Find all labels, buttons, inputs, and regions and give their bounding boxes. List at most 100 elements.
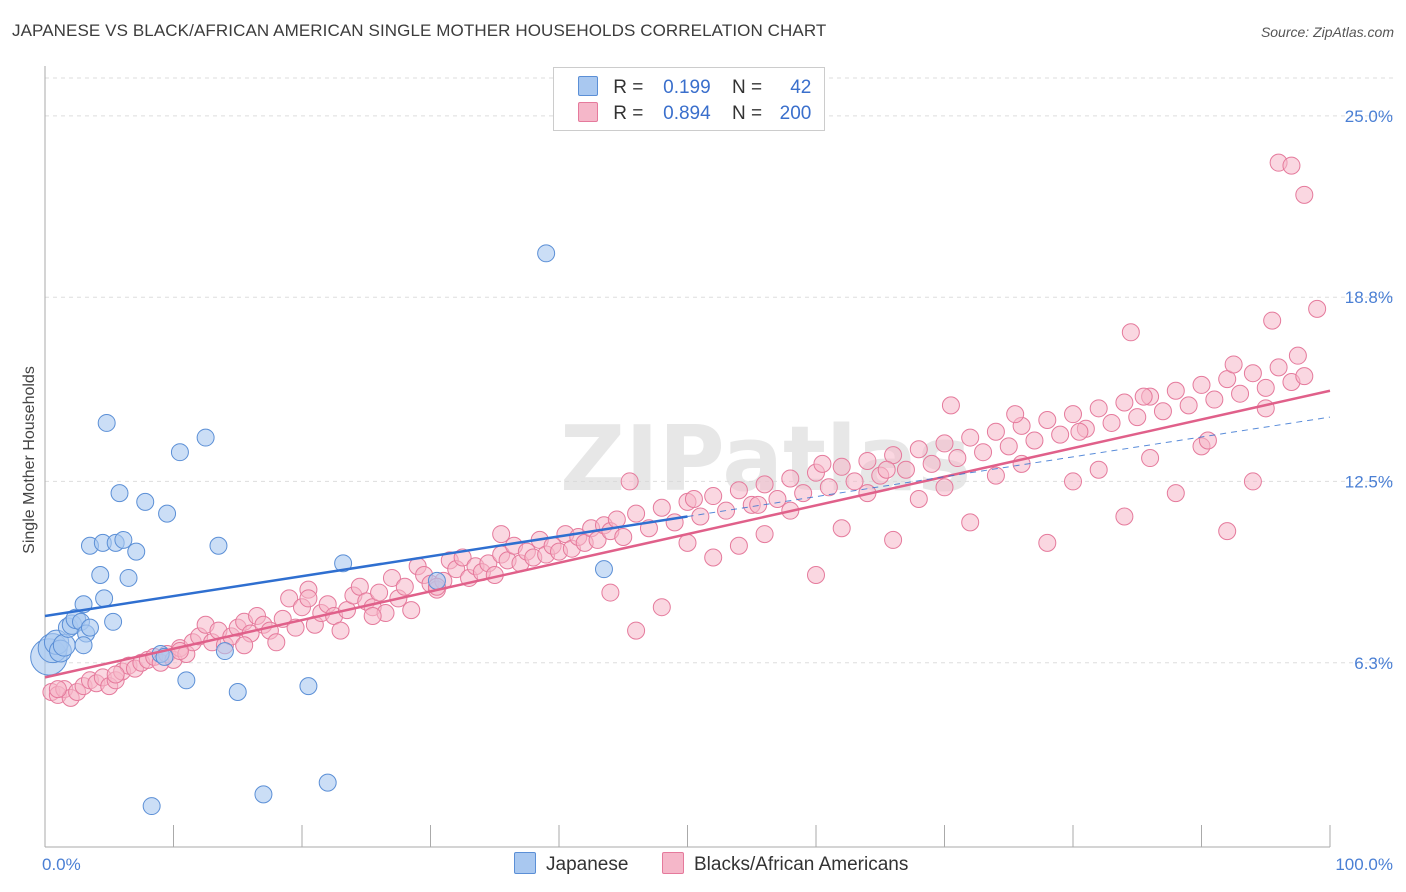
data-point-black	[1070, 422, 1089, 441]
data-point-black	[704, 487, 723, 506]
data-point-japanese	[537, 244, 556, 263]
data-point-black	[922, 454, 941, 473]
data-point-japanese	[97, 413, 116, 432]
data-point-black	[1308, 299, 1327, 318]
legend-n-value: 42	[790, 77, 812, 98]
y-tick-label: 25.0%	[1345, 107, 1393, 126]
data-point-japanese	[119, 568, 138, 587]
data-point-black	[1089, 399, 1108, 418]
trend-line-japanese-extension	[687, 416, 1331, 518]
data-point-japanese	[177, 671, 196, 690]
data-point-japanese	[209, 536, 228, 555]
data-point-black	[1064, 472, 1082, 491]
data-point-black	[986, 422, 1005, 441]
data-point-black	[395, 577, 414, 596]
data-point-black	[845, 472, 864, 491]
data-point-black	[1256, 378, 1275, 397]
legend-label-japanese: Japanese	[546, 854, 629, 875]
data-point-black	[813, 454, 832, 473]
data-point-japanese	[104, 612, 123, 631]
x-tick-label-min: 0.0%	[42, 855, 81, 874]
legend-n-label: N =	[731, 77, 763, 98]
data-point-black	[755, 475, 774, 494]
data-point-black	[1224, 355, 1243, 374]
chart-title: JAPANESE VS BLACK/AFRICAN AMERICAN SINGL…	[12, 21, 827, 40]
data-point-black	[684, 489, 703, 508]
data-point-black	[601, 583, 620, 602]
data-point-black	[832, 519, 851, 538]
data-point-black	[1192, 375, 1211, 394]
data-point-black	[729, 481, 748, 500]
legend-r-label: R =	[613, 103, 644, 124]
data-point-black	[755, 525, 774, 544]
data-point-japanese	[158, 504, 177, 523]
data-point-black	[794, 484, 813, 503]
data-point-black	[807, 566, 825, 585]
data-point-black	[884, 530, 903, 549]
data-point-black	[382, 568, 401, 587]
data-point-black	[1141, 449, 1160, 468]
data-point-black	[363, 606, 382, 625]
data-point-black	[1089, 460, 1108, 479]
y-tick-label: 6.3%	[1354, 654, 1393, 673]
legend-r-label: R =	[613, 77, 644, 98]
black-swatch	[578, 102, 598, 122]
data-point-black	[331, 621, 350, 640]
data-point-black	[1295, 185, 1314, 204]
data-point-black	[999, 437, 1018, 456]
data-point-black	[781, 469, 800, 488]
data-point-black	[1134, 387, 1153, 406]
data-point-black	[948, 449, 967, 468]
data-point-japanese	[254, 785, 273, 804]
data-point-black	[1243, 472, 1262, 491]
grid-lines	[45, 77, 1393, 664]
data-point-black	[858, 451, 877, 470]
legend-row-japanese: R = 0.199 N = 42	[578, 76, 811, 98]
data-point-black	[1231, 384, 1250, 403]
data-point-black	[1128, 408, 1147, 427]
data-point-black	[974, 443, 993, 462]
y-axis-label: Single Mother Households	[21, 366, 38, 554]
data-point-black	[1051, 425, 1070, 444]
data-point-japanese	[594, 560, 613, 579]
data-point-black	[48, 680, 67, 699]
source-label: Source: ZipAtlas.com	[1260, 24, 1394, 40]
legend-n-label: N =	[731, 103, 763, 124]
data-point-black	[729, 536, 748, 555]
data-point-black	[768, 489, 787, 508]
data-point-black	[627, 504, 646, 523]
stats-legend: R = 0.199 N = 42 R = 0.894 N = 200	[553, 67, 825, 131]
data-point-black	[1102, 413, 1121, 432]
data-point-japanese	[127, 542, 146, 561]
trend-lines	[44, 389, 1331, 679]
data-point-japanese	[74, 636, 93, 655]
data-point-black	[678, 533, 697, 552]
data-point-black	[299, 589, 318, 608]
data-point-black	[832, 457, 851, 476]
japanese-swatch	[514, 852, 536, 874]
data-point-japanese	[318, 773, 337, 792]
data-point-black	[280, 589, 299, 608]
data-point-japanese	[334, 554, 353, 573]
data-point-black	[1064, 405, 1082, 424]
legend-r-value: 0.894	[663, 103, 711, 124]
data-point-japanese	[52, 633, 76, 657]
data-point-japanese	[142, 797, 161, 816]
data-point-black	[961, 513, 980, 532]
data-point-japanese	[170, 443, 189, 462]
data-point-black	[935, 478, 954, 497]
legend-item-japanese: Japanese	[514, 852, 628, 876]
data-point-black	[652, 498, 671, 517]
data-point-black	[961, 428, 980, 447]
black-swatch	[662, 852, 684, 874]
legend-r-value: 0.199	[663, 77, 711, 98]
data-point-japanese	[80, 618, 99, 637]
data-point-japanese	[299, 677, 318, 696]
data-point-black	[749, 495, 768, 514]
legend-n-value: 200	[779, 103, 812, 124]
data-point-black	[986, 466, 1005, 485]
data-point-japanese	[114, 530, 133, 549]
data-point-japanese	[427, 571, 446, 590]
y-tick-labels: 6.3% 12.5% 18.8% 25.0%	[1345, 107, 1393, 673]
